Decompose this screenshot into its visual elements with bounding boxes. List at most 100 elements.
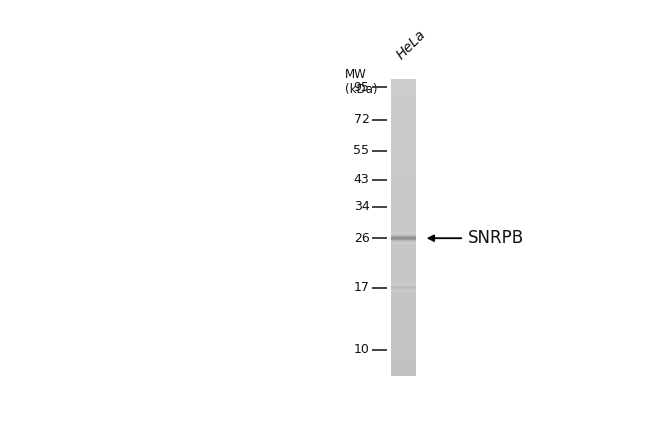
- Bar: [391, 220, 416, 221]
- Bar: [391, 179, 416, 180]
- Bar: [391, 294, 416, 295]
- Bar: [391, 346, 416, 347]
- Bar: [391, 329, 416, 330]
- Bar: [391, 300, 416, 301]
- Bar: [391, 90, 416, 91]
- Bar: [391, 83, 416, 84]
- Bar: [391, 172, 416, 173]
- Bar: [391, 136, 416, 137]
- Bar: [391, 351, 416, 352]
- Bar: [391, 270, 416, 271]
- Bar: [391, 108, 416, 110]
- Bar: [391, 280, 416, 281]
- Bar: [391, 266, 416, 267]
- Bar: [391, 325, 416, 326]
- Bar: [391, 191, 416, 192]
- Bar: [391, 214, 416, 215]
- Bar: [391, 272, 416, 273]
- Bar: [391, 373, 416, 375]
- Bar: [391, 205, 416, 206]
- Bar: [391, 155, 416, 156]
- Bar: [391, 278, 416, 279]
- Bar: [391, 253, 416, 254]
- Bar: [391, 86, 416, 87]
- Bar: [391, 141, 416, 142]
- Bar: [391, 146, 416, 147]
- Bar: [391, 356, 416, 357]
- Bar: [391, 192, 416, 194]
- Bar: [391, 345, 416, 346]
- Bar: [391, 361, 416, 362]
- Bar: [391, 341, 416, 342]
- Bar: [391, 143, 416, 144]
- Bar: [391, 249, 416, 250]
- Bar: [391, 281, 416, 283]
- Bar: [391, 279, 416, 280]
- Bar: [391, 169, 416, 170]
- Bar: [391, 311, 416, 312]
- Bar: [391, 81, 416, 82]
- Bar: [391, 366, 416, 367]
- Bar: [391, 318, 416, 319]
- Bar: [391, 218, 416, 219]
- Bar: [391, 97, 416, 98]
- Bar: [391, 250, 416, 251]
- Bar: [391, 368, 416, 369]
- Bar: [391, 228, 416, 229]
- Bar: [391, 292, 416, 294]
- Bar: [391, 107, 416, 108]
- Bar: [391, 301, 416, 303]
- Bar: [391, 313, 416, 314]
- Bar: [391, 354, 416, 355]
- Bar: [391, 212, 416, 214]
- Bar: [391, 123, 416, 124]
- Bar: [391, 290, 416, 292]
- Bar: [391, 261, 416, 262]
- Bar: [391, 339, 416, 340]
- Bar: [391, 347, 416, 348]
- Bar: [391, 235, 416, 236]
- Bar: [391, 276, 416, 277]
- Bar: [391, 195, 416, 196]
- Text: 17: 17: [354, 281, 369, 294]
- Bar: [391, 144, 416, 145]
- Bar: [391, 221, 416, 222]
- Bar: [391, 222, 416, 223]
- Bar: [391, 256, 416, 257]
- Bar: [391, 91, 416, 92]
- Bar: [391, 199, 416, 200]
- Bar: [391, 96, 416, 97]
- Bar: [391, 320, 416, 321]
- Bar: [391, 99, 416, 100]
- Bar: [391, 110, 416, 111]
- Bar: [391, 122, 416, 123]
- Bar: [391, 200, 416, 202]
- Bar: [391, 243, 416, 244]
- Bar: [391, 202, 416, 203]
- Bar: [391, 206, 416, 208]
- Bar: [391, 95, 416, 96]
- Bar: [391, 241, 416, 242]
- Bar: [391, 227, 416, 228]
- Bar: [391, 119, 416, 120]
- Bar: [391, 349, 416, 350]
- Bar: [391, 265, 416, 266]
- Bar: [391, 308, 416, 309]
- Bar: [391, 135, 416, 136]
- Bar: [391, 170, 416, 171]
- Bar: [391, 159, 416, 160]
- Bar: [391, 353, 416, 354]
- Bar: [391, 153, 416, 154]
- Bar: [391, 238, 416, 239]
- Bar: [391, 304, 416, 306]
- Bar: [391, 324, 416, 325]
- Bar: [391, 246, 416, 247]
- Bar: [391, 365, 416, 366]
- Bar: [391, 160, 416, 161]
- Bar: [391, 167, 416, 168]
- Bar: [391, 111, 416, 113]
- Bar: [391, 225, 416, 226]
- Bar: [391, 94, 416, 95]
- Bar: [391, 350, 416, 351]
- Text: 34: 34: [354, 200, 369, 214]
